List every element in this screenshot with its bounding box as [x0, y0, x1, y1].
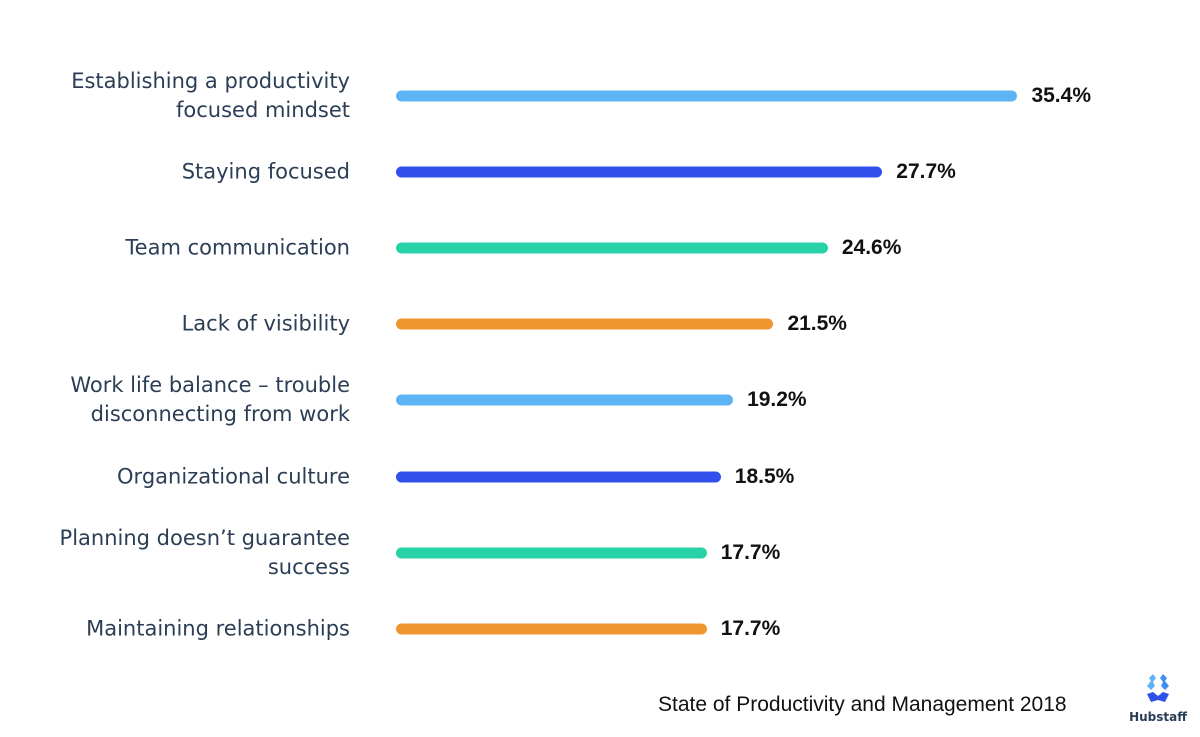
value-label: 17.7% — [720, 540, 781, 564]
source-caption: State of Productivity and Management 201… — [658, 693, 1067, 716]
bar — [396, 471, 721, 482]
value-label: 17.7% — [720, 616, 781, 640]
category-label: Maintaining relationships — [86, 616, 350, 641]
bar — [396, 623, 707, 635]
category-label: Work life balance – trouble disconnectin… — [70, 373, 350, 427]
category-label: Establishing a productivity focused mind… — [71, 69, 350, 122]
category-label: Staying focused — [181, 159, 350, 184]
bar — [396, 90, 1018, 102]
bar — [396, 242, 828, 254]
bar — [396, 547, 707, 559]
category-label: Lack of visibility — [181, 311, 350, 336]
bar — [396, 166, 883, 178]
category-label: Team communication — [125, 235, 350, 260]
value-label: 19.2% — [747, 388, 807, 412]
category-label: Planning doesn’t guarantee success — [59, 525, 350, 579]
hubstaff-logo-icon — [1147, 674, 1169, 702]
bar — [396, 394, 734, 406]
hubstaff-logo: Hubstaff — [1128, 672, 1188, 724]
value-label: 24.6% — [841, 236, 902, 260]
category-label: Organizational culture — [117, 464, 350, 488]
logo-text: Hubstaff — [1129, 710, 1187, 724]
value-label: 18.5% — [734, 464, 795, 488]
value-label: 35.4% — [1031, 84, 1091, 107]
value-label: 27.7% — [896, 160, 956, 184]
value-label: 21.5% — [787, 312, 847, 336]
bar — [396, 318, 774, 330]
